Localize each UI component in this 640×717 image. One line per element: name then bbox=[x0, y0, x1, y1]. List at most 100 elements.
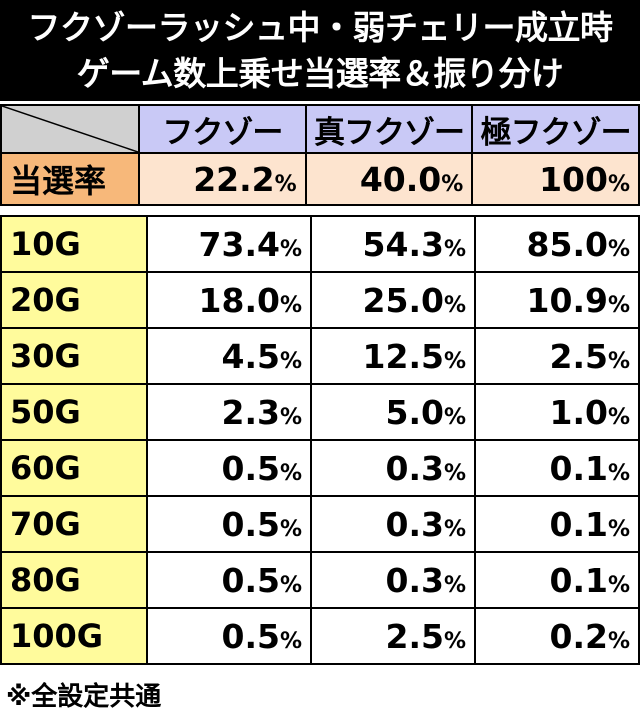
value-unit: % bbox=[279, 460, 302, 486]
value-number: 0.3 bbox=[385, 560, 444, 600]
value-cell: 2.5% bbox=[474, 327, 640, 385]
table-row: 10G 73.4% 54.3% 85.0% bbox=[0, 215, 640, 273]
value-cell: 85.0% bbox=[474, 215, 640, 273]
value-unit: % bbox=[279, 516, 302, 542]
row-label: 60G bbox=[0, 439, 148, 497]
value-number: 12.5 bbox=[362, 336, 444, 376]
value-number: 0.5 bbox=[221, 448, 280, 488]
value-number: 0.5 bbox=[221, 616, 280, 656]
value-number: 85.0 bbox=[526, 224, 608, 264]
value-unit: % bbox=[443, 292, 466, 318]
value-cell: 5.0% bbox=[310, 383, 476, 441]
column-header-shin-fukuzo: 真フクゾー bbox=[304, 104, 474, 154]
table-row: 30G 4.5% 12.5% 2.5% bbox=[0, 327, 640, 385]
value-unit: % bbox=[607, 460, 630, 486]
value-number: 0.5 bbox=[221, 560, 280, 600]
corner-cell bbox=[0, 104, 140, 154]
row-label: 10G bbox=[0, 215, 148, 273]
value-cell: 10.9% bbox=[474, 271, 640, 329]
rate-value: 40.0% bbox=[304, 152, 474, 206]
value-number: 0.1 bbox=[549, 560, 608, 600]
rate-label: 当選率 bbox=[0, 152, 140, 206]
value-cell: 12.5% bbox=[310, 327, 476, 385]
distribution-rows: 10G 73.4% 54.3% 85.0% 20G 18.0% 25.0% 10.9% 30G 4… bbox=[0, 215, 640, 665]
row-label: 50G bbox=[0, 383, 148, 441]
value-unit: % bbox=[279, 572, 302, 598]
value-number: 0.1 bbox=[549, 448, 608, 488]
value-unit: % bbox=[443, 460, 466, 486]
value-cell: 2.5% bbox=[310, 607, 476, 665]
row-label: 70G bbox=[0, 495, 148, 553]
value-cell: 0.1% bbox=[474, 495, 640, 553]
value-number: 4.5 bbox=[221, 336, 280, 376]
title-line-2: ゲーム数上乗せ当選率＆振り分け bbox=[76, 53, 564, 93]
value-unit: % bbox=[607, 236, 630, 262]
value-number: 0.3 bbox=[385, 504, 444, 544]
row-label: 80G bbox=[0, 551, 148, 609]
rate-value: 22.2% bbox=[138, 152, 307, 206]
row-label: 30G bbox=[0, 327, 148, 385]
rate-row: 当選率 22.2% 40.0% 100% bbox=[0, 152, 640, 206]
value-unit: % bbox=[443, 404, 466, 430]
value-unit: % bbox=[443, 516, 466, 542]
value-unit: % bbox=[443, 628, 466, 654]
diagonal-line bbox=[2, 106, 138, 152]
rate-number: 22.2 bbox=[193, 159, 275, 199]
row-label: 100G bbox=[0, 607, 148, 665]
value-number: 73.4 bbox=[198, 224, 280, 264]
value-cell: 0.1% bbox=[474, 439, 640, 497]
value-cell: 0.3% bbox=[310, 551, 476, 609]
column-header-fukuzo: フクゾー bbox=[138, 104, 307, 154]
column-header-row: フクゾー 真フクゾー 極フクゾー bbox=[0, 104, 640, 154]
rate-unit: % bbox=[607, 171, 630, 197]
footnote: ※全設定共通 bbox=[6, 682, 162, 712]
value-cell: 0.5% bbox=[146, 495, 312, 553]
value-number: 10.9 bbox=[526, 280, 608, 320]
value-cell: 54.3% bbox=[310, 215, 476, 273]
value-unit: % bbox=[607, 516, 630, 542]
value-number: 0.5 bbox=[221, 504, 280, 544]
value-number: 2.5 bbox=[549, 336, 608, 376]
value-number: 54.3 bbox=[362, 224, 444, 264]
value-unit: % bbox=[607, 348, 630, 374]
value-cell: 2.3% bbox=[146, 383, 312, 441]
value-unit: % bbox=[607, 404, 630, 430]
value-number: 2.5 bbox=[385, 616, 444, 656]
rate-number: 40.0 bbox=[359, 159, 442, 199]
value-unit: % bbox=[279, 348, 302, 374]
value-number: 25.0 bbox=[362, 280, 444, 320]
value-number: 18.0 bbox=[198, 280, 280, 320]
value-unit: % bbox=[607, 628, 630, 654]
page-title: フクゾーラッシュ中・弱チェリー成立時 ゲーム数上乗せ当選率＆振り分け bbox=[0, 0, 640, 101]
value-cell: 0.5% bbox=[146, 551, 312, 609]
value-cell: 1.0% bbox=[474, 383, 640, 441]
value-number: 0.3 bbox=[385, 448, 444, 488]
table-row: 50G 2.3% 5.0% 1.0% bbox=[0, 383, 640, 441]
distribution-table: 10G 73.4% 54.3% 85.0% 20G 18.0% 25.0% 10.9% 30G 4… bbox=[0, 215, 640, 665]
value-number: 0.2 bbox=[549, 616, 608, 656]
table-row: 100G 0.5% 2.5% 0.2% bbox=[0, 607, 640, 665]
value-cell: 73.4% bbox=[146, 215, 312, 273]
rate-unit: % bbox=[274, 171, 297, 197]
value-unit: % bbox=[443, 572, 466, 598]
rate-value: 100% bbox=[471, 152, 640, 206]
value-cell: 0.3% bbox=[310, 439, 476, 497]
value-cell: 0.5% bbox=[146, 439, 312, 497]
value-cell: 0.1% bbox=[474, 551, 640, 609]
rate-unit: % bbox=[441, 171, 464, 197]
value-number: 2.3 bbox=[221, 392, 280, 432]
table-row: 20G 18.0% 25.0% 10.9% bbox=[0, 271, 640, 329]
value-unit: % bbox=[279, 404, 302, 430]
value-number: 5.0 bbox=[385, 392, 444, 432]
value-cell: 25.0% bbox=[310, 271, 476, 329]
value-unit: % bbox=[443, 236, 466, 262]
value-unit: % bbox=[443, 348, 466, 374]
value-number: 0.1 bbox=[549, 504, 608, 544]
value-cell: 0.5% bbox=[146, 607, 312, 665]
value-cell: 0.2% bbox=[474, 607, 640, 665]
table-row: 80G 0.5% 0.3% 0.1% bbox=[0, 551, 640, 609]
rate-number: 100 bbox=[539, 159, 608, 199]
table-row: 70G 0.5% 0.3% 0.1% bbox=[0, 495, 640, 553]
row-label: 20G bbox=[0, 271, 148, 329]
value-unit: % bbox=[607, 572, 630, 598]
